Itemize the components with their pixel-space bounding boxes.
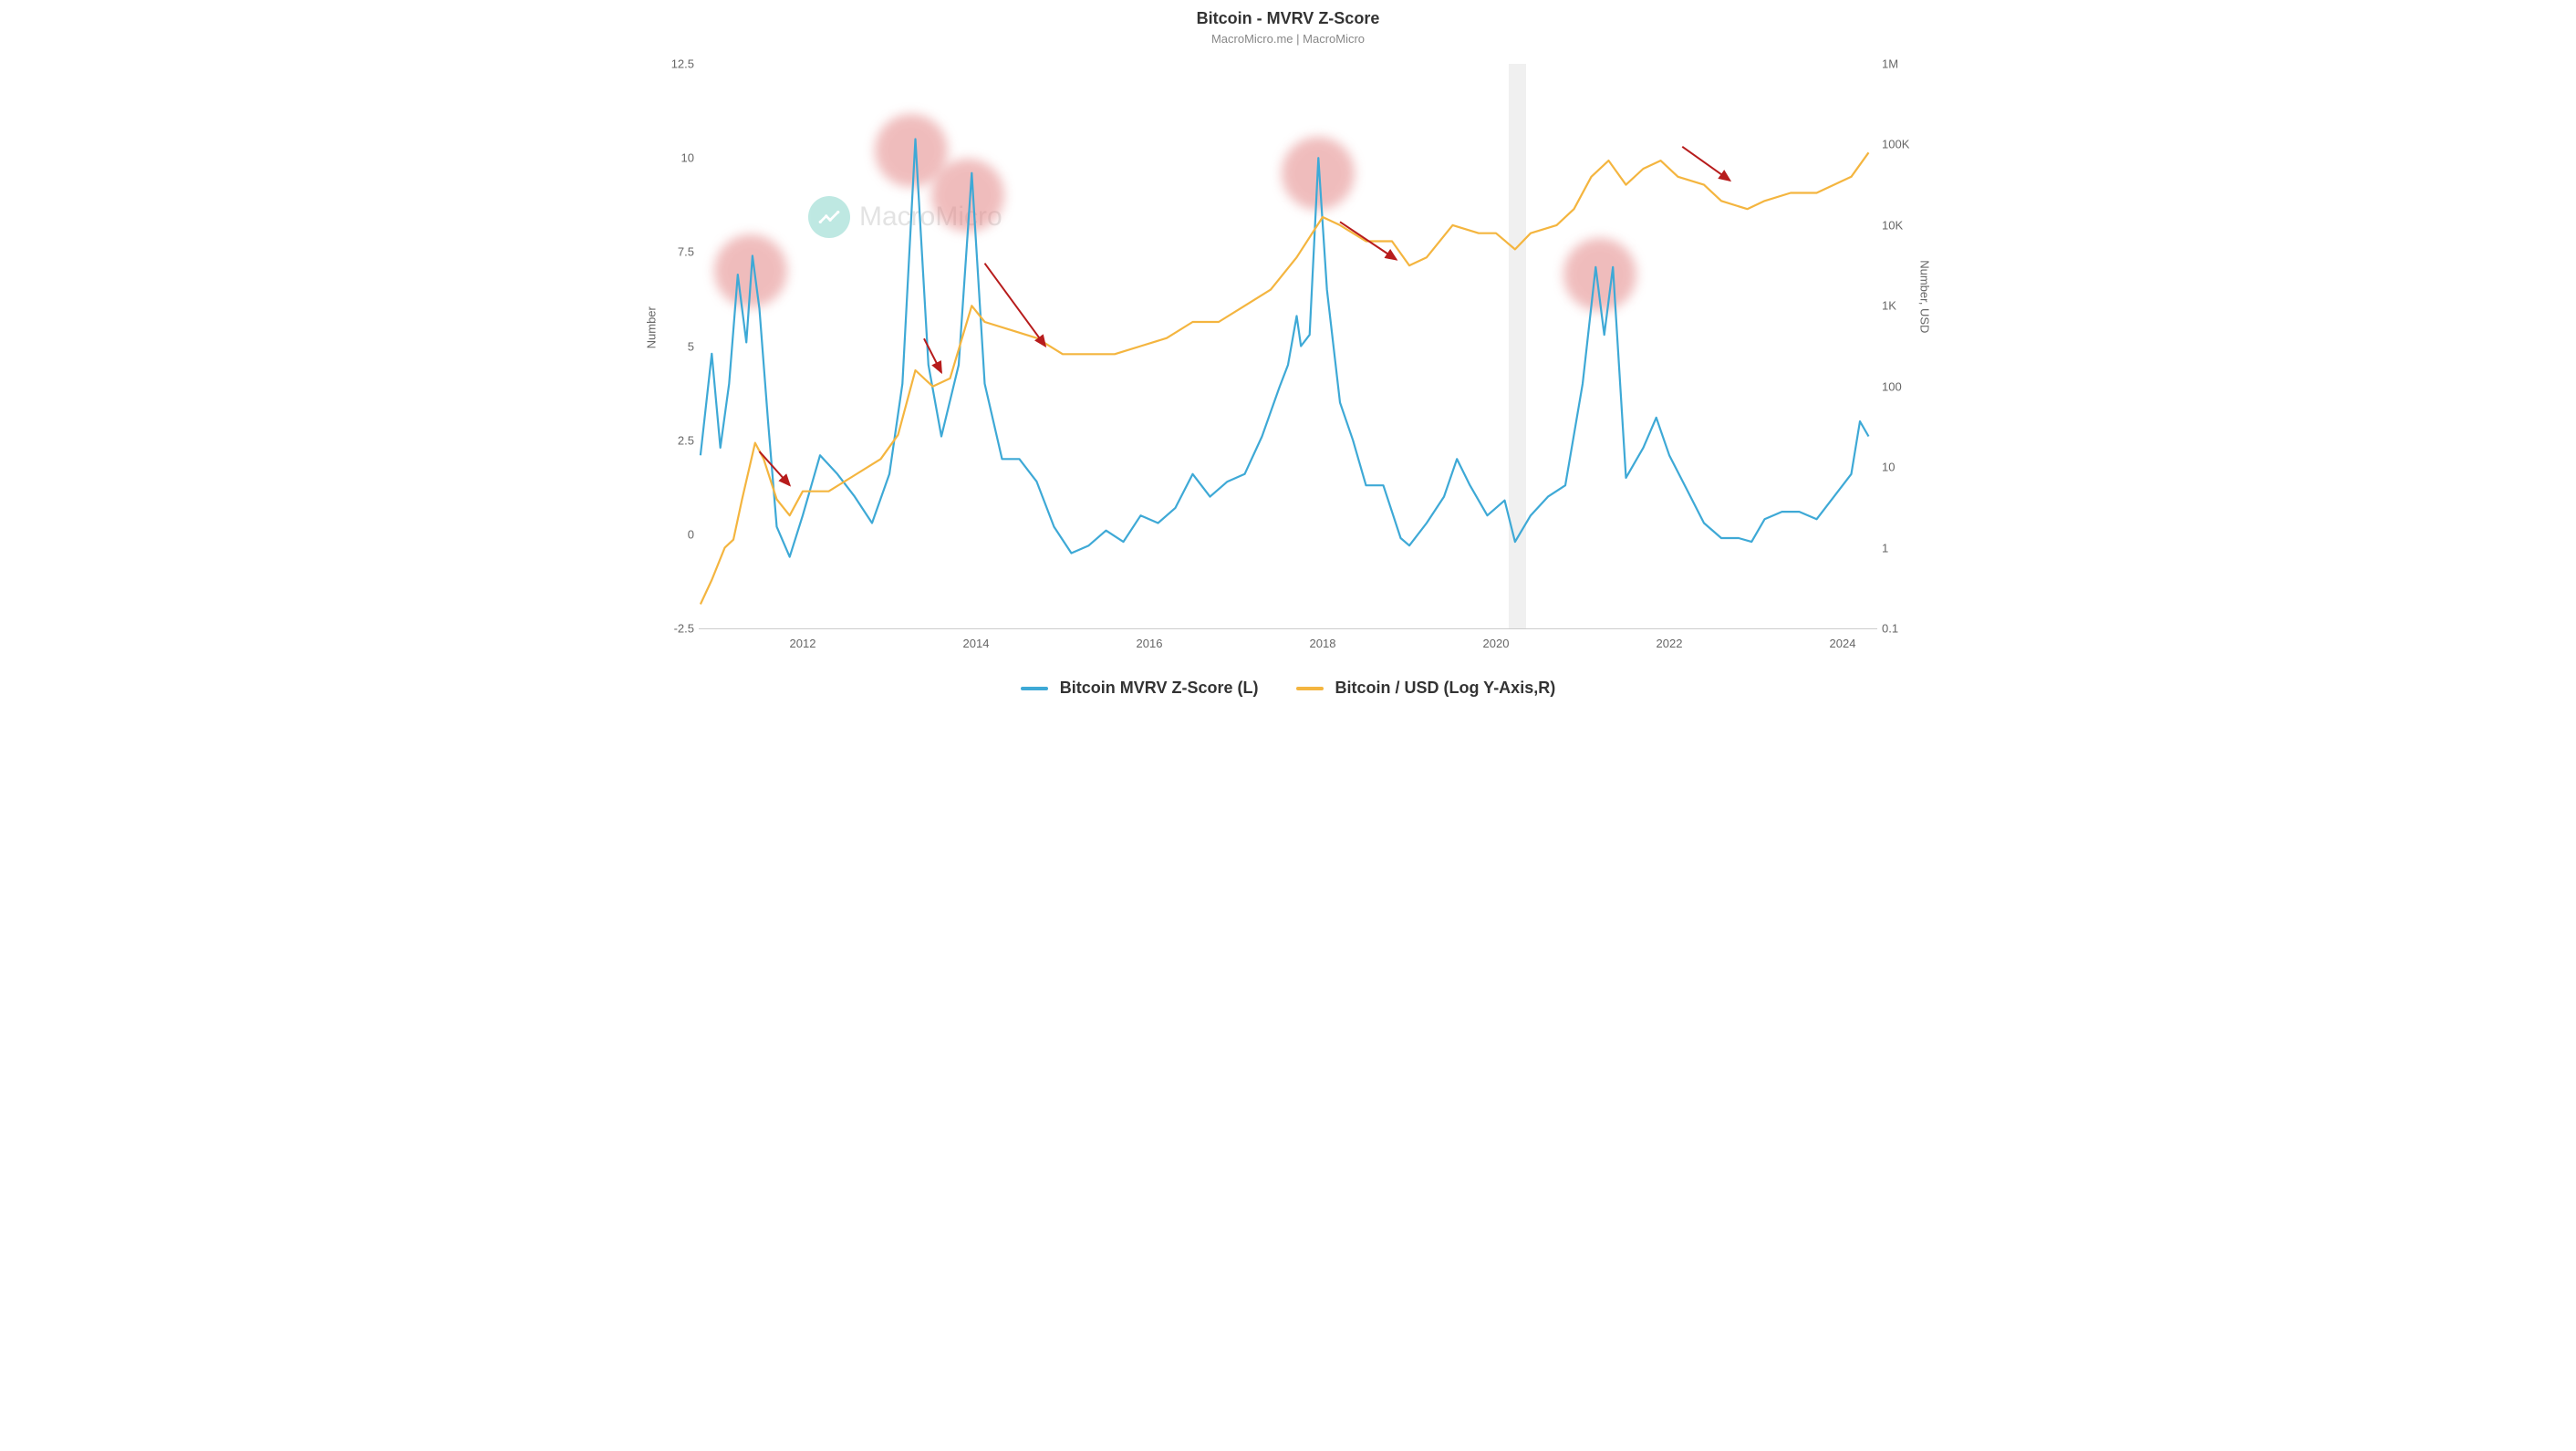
chart-svg bbox=[699, 64, 1877, 628]
annotation-arrow bbox=[924, 338, 941, 372]
legend-label-price: Bitcoin / USD (Log Y-Axis,R) bbox=[1335, 679, 1556, 697]
chart-subtitle: MacroMicro.me | MacroMicro bbox=[644, 28, 1932, 46]
y-right-tick: 1M bbox=[1882, 57, 1932, 71]
legend: Bitcoin MVRV Z-Score (L) Bitcoin / USD (… bbox=[644, 679, 1932, 698]
series-line bbox=[701, 152, 1869, 604]
y-left-tick: 10 bbox=[644, 151, 694, 165]
legend-swatch-mvrv bbox=[1021, 687, 1048, 690]
x-tick: 2020 bbox=[1483, 637, 1510, 650]
y-right-tick: 1 bbox=[1882, 541, 1932, 554]
y-right-tick: 100K bbox=[1882, 138, 1932, 151]
x-tick: 2014 bbox=[963, 637, 990, 650]
y-left-tick: 7.5 bbox=[644, 245, 694, 259]
legend-item-price: Bitcoin / USD (Log Y-Axis,R) bbox=[1296, 679, 1556, 698]
x-tick: 2016 bbox=[1137, 637, 1163, 650]
x-tick: 2012 bbox=[790, 637, 816, 650]
x-tick: 2024 bbox=[1830, 637, 1856, 650]
x-tick: 2022 bbox=[1657, 637, 1683, 650]
y-right-tick: 10 bbox=[1882, 461, 1932, 474]
x-tick: 2018 bbox=[1310, 637, 1336, 650]
chart-container: Bitcoin - MVRV Z-Score MacroMicro.me | M… bbox=[644, 0, 1932, 725]
legend-swatch-price bbox=[1296, 687, 1324, 690]
y-right-tick: 10K bbox=[1882, 218, 1932, 232]
y-left-tick: -2.5 bbox=[644, 622, 694, 636]
y-left-tick: 12.5 bbox=[644, 57, 694, 71]
y-left-tick: 5 bbox=[644, 339, 694, 353]
series-line bbox=[701, 140, 1869, 557]
y-right-tick: 0.1 bbox=[1882, 622, 1932, 636]
legend-item-mvrv: Bitcoin MVRV Z-Score (L) bbox=[1021, 679, 1259, 698]
annotation-arrow bbox=[760, 451, 790, 485]
y-left-tick: 0 bbox=[644, 527, 694, 541]
legend-label-mvrv: Bitcoin MVRV Z-Score (L) bbox=[1060, 679, 1259, 697]
annotation-arrow bbox=[985, 264, 1046, 347]
y-left-tick: 2.5 bbox=[644, 433, 694, 447]
annotation-arrow bbox=[1682, 147, 1729, 181]
plot-area: MacroMicro bbox=[699, 64, 1877, 629]
y-right-tick: 1K bbox=[1882, 299, 1932, 313]
y-right-axis-label: Number, USD bbox=[1918, 260, 1932, 333]
y-right-tick: 100 bbox=[1882, 379, 1932, 393]
chart-title: Bitcoin - MVRV Z-Score bbox=[644, 0, 1932, 28]
